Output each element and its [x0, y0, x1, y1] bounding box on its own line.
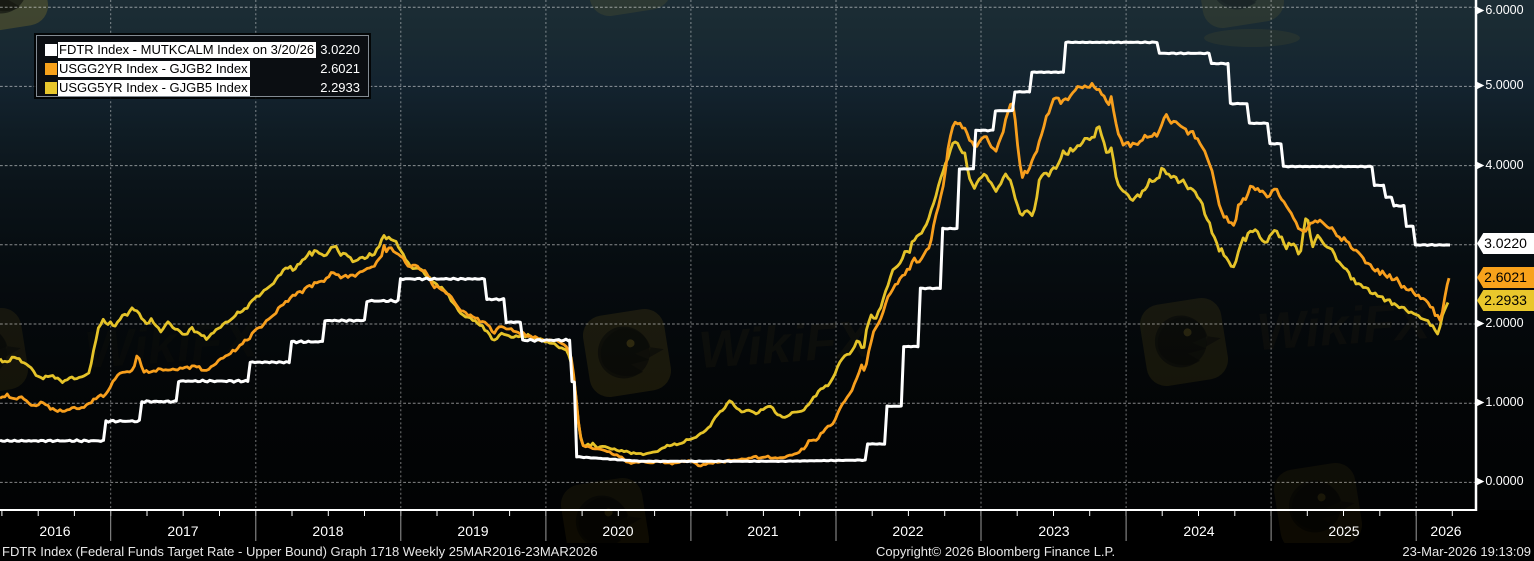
svg-text:WikiFX: WikiFX: [697, 310, 877, 380]
svg-text:WikiFX: WikiFX: [1255, 292, 1435, 362]
